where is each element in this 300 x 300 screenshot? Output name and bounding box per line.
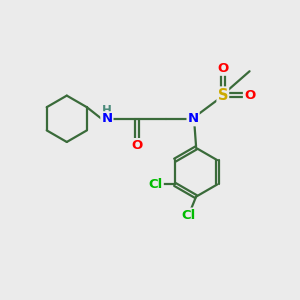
Text: O: O <box>217 62 228 75</box>
Text: Cl: Cl <box>182 208 196 222</box>
Text: O: O <box>244 88 255 101</box>
Text: S: S <box>218 88 228 103</box>
Text: Cl: Cl <box>148 178 163 191</box>
Text: N: N <box>101 112 112 125</box>
Text: O: O <box>131 139 142 152</box>
Text: H: H <box>102 104 112 117</box>
Text: N: N <box>188 112 199 125</box>
